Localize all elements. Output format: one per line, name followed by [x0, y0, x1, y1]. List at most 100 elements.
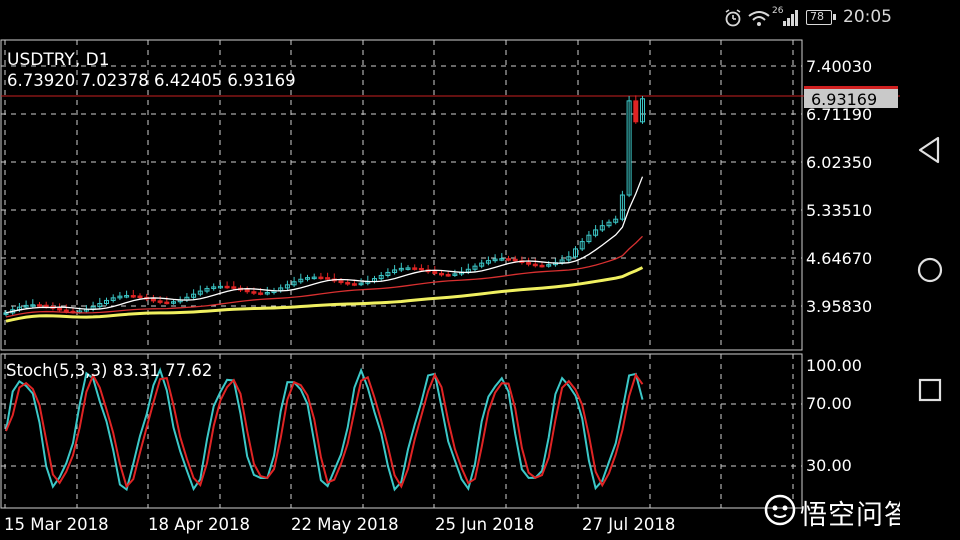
candle-body	[412, 267, 418, 270]
date-label: 18 Apr 2018	[148, 515, 251, 534]
recents-icon[interactable]	[914, 374, 946, 406]
candle-body	[244, 289, 250, 293]
candle-body	[392, 269, 398, 273]
candle-body	[573, 248, 578, 258]
candle-body	[251, 291, 257, 294]
battery-icon: 78	[806, 10, 832, 25]
stoch-title: Stoch(5,3,3) 83.31 77.62	[6, 361, 213, 380]
candle-body	[43, 304, 49, 308]
watermark: 悟空问答	[758, 490, 948, 531]
ma-mid-line	[5, 235, 643, 318]
candle-body	[358, 282, 364, 286]
stoch-level-label: 70.00	[806, 394, 852, 413]
candle-body	[452, 273, 458, 276]
battery-tip	[833, 14, 836, 20]
candle-body	[57, 307, 63, 311]
wukong-logo-icon	[764, 494, 796, 526]
grid	[0, 39, 900, 509]
price-chart	[3, 95, 645, 323]
candle-body	[566, 256, 572, 261]
candle-body	[619, 194, 625, 220]
ohlc-readout: 6.73920 7.02378 6.42405 6.93169	[7, 71, 296, 90]
candle-body	[258, 292, 264, 295]
candle-body	[546, 264, 552, 267]
ma-fast-line	[5, 176, 644, 314]
wifi-icon	[748, 11, 770, 26]
watermark-text: 悟空问答	[800, 500, 912, 531]
price-label: 4.64670	[806, 249, 873, 268]
stoch-level-label: 100.00	[806, 356, 862, 375]
last-price-marker: 6.93169	[804, 86, 898, 109]
candle-body	[606, 221, 612, 227]
date-label: 25 Jun 2018	[435, 515, 535, 534]
price-label: 7.40030	[806, 57, 873, 76]
stochastic-chart	[5, 367, 644, 492]
candle-body	[291, 281, 297, 286]
candle-body	[526, 262, 532, 265]
candle-body	[284, 284, 290, 289]
candle-body	[164, 301, 170, 305]
candle-body	[485, 260, 491, 264]
stoch-signal-line	[5, 372, 644, 489]
candle-body	[318, 276, 324, 280]
candle-body	[405, 267, 411, 270]
candle-body	[97, 303, 103, 308]
candle-body	[30, 304, 36, 307]
candle-body	[640, 98, 645, 123]
candle-body	[432, 271, 438, 274]
candle-body	[439, 272, 444, 276]
candle-body	[506, 258, 511, 261]
candle-body	[197, 290, 203, 295]
candle-body	[117, 295, 123, 299]
candle-body	[512, 258, 518, 262]
candle-body	[479, 262, 485, 267]
candle-body	[586, 234, 592, 243]
candle-body	[211, 286, 217, 290]
nav-bar	[900, 36, 960, 540]
price-label: 5.33510	[806, 201, 873, 220]
candle-body	[492, 258, 498, 262]
home-icon[interactable]	[914, 254, 946, 286]
candle-body	[298, 278, 304, 283]
candle-body	[23, 304, 29, 308]
alarm-icon	[725, 9, 741, 27]
candle-body	[37, 304, 42, 307]
back-icon[interactable]	[914, 134, 946, 166]
candle-body	[385, 271, 391, 276]
candle-body	[633, 100, 639, 123]
candle-body	[305, 277, 310, 280]
candle-body	[63, 309, 69, 313]
candle-body	[418, 267, 424, 271]
price-label: 6.71190	[806, 105, 873, 124]
candle-body	[345, 282, 351, 285]
candle-body	[171, 301, 176, 304]
candle-body	[224, 285, 230, 289]
candle-body	[532, 263, 538, 267]
candle-body	[157, 300, 163, 303]
candle-body	[378, 274, 384, 280]
candle-body	[539, 264, 545, 268]
candle-body	[217, 285, 223, 289]
last-price: 6.93169	[811, 90, 878, 109]
status-bar: 26 78 20:05	[0, 0, 960, 36]
candle-body	[110, 297, 116, 301]
chart-area[interactable]	[0, 36, 900, 540]
candle-body	[311, 276, 317, 280]
candle-body	[191, 293, 197, 298]
signal-icon	[783, 10, 798, 26]
date-label: 15 Mar 2018	[4, 515, 109, 534]
clock: 20:05	[843, 7, 892, 27]
candle-body	[204, 288, 210, 292]
candle-body	[499, 258, 505, 261]
candle-body	[338, 280, 344, 284]
candle-body	[445, 274, 451, 277]
candle-body	[351, 283, 357, 286]
candle-body	[579, 241, 585, 250]
stoch-level-label: 30.00	[806, 456, 852, 475]
network-label: 26	[772, 6, 784, 16]
candle-body	[593, 229, 599, 236]
candle-body	[325, 277, 331, 280]
candle-body	[599, 225, 605, 231]
ma-slow-line	[5, 266, 644, 323]
date-label: 22 May 2018	[291, 515, 399, 534]
